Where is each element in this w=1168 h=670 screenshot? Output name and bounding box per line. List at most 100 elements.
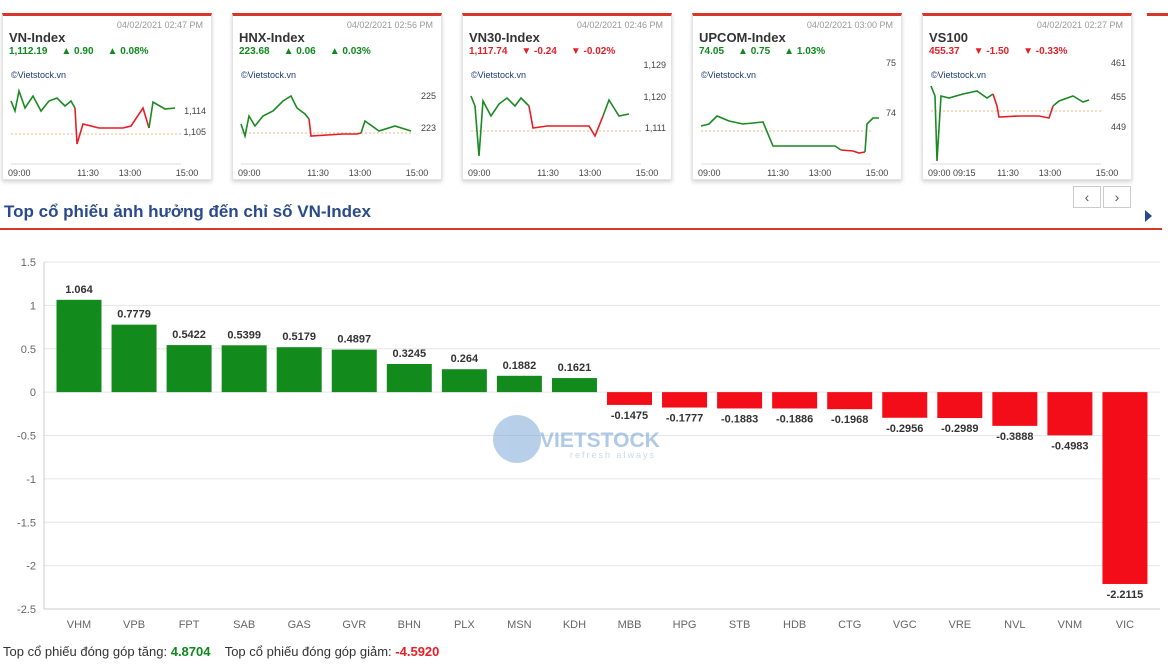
- y-tick-label: -1: [26, 474, 36, 486]
- bar-fpt[interactable]: [166, 345, 212, 393]
- card-timestamp: 04/02/2021 02:56 PM: [346, 20, 433, 30]
- card-change: ▼ -1.50: [973, 46, 1010, 57]
- x-tick-label: PLX: [454, 619, 475, 631]
- x-tick-label: FPT: [179, 619, 200, 631]
- mini-y-tick: 75: [886, 58, 896, 68]
- bar-vgc[interactable]: [882, 392, 928, 418]
- bar-plx[interactable]: [441, 369, 487, 393]
- mini-y-tick: 74: [886, 108, 896, 118]
- mini-x-tick: 13:00: [1039, 168, 1062, 178]
- x-tick-label: STB: [729, 619, 750, 631]
- price-line-down: [528, 105, 604, 138]
- data-label: -2.2115: [1107, 589, 1144, 601]
- y-tick-label: 0.5: [21, 344, 36, 356]
- logo-globe-icon: [493, 415, 541, 463]
- price-line-up: [1052, 95, 1090, 107]
- bar-vnm[interactable]: [1047, 392, 1093, 436]
- price-line-up: [240, 94, 310, 140]
- y-tick-label: -1.5: [17, 517, 36, 529]
- bar-gas[interactable]: [276, 347, 322, 393]
- card-pct: ▲ 0.08%: [107, 46, 149, 57]
- data-label: 0.1882: [503, 360, 537, 372]
- data-label: -0.2956: [886, 423, 923, 435]
- x-tick-label: GAS: [288, 619, 311, 631]
- x-tick-label: VGC: [893, 619, 917, 631]
- x-tick-label: HPG: [673, 619, 697, 631]
- card-value: 223.68: [239, 46, 270, 57]
- x-tick-label: SAB: [233, 619, 255, 631]
- x-tick-label: VIC: [1116, 619, 1134, 631]
- mini-chart-vn30index: 1,129 1,120 1,111 09:00 11:30 13:00 15:00: [468, 60, 666, 178]
- price-line-down: [840, 149, 866, 154]
- bar-vpb[interactable]: [111, 324, 157, 393]
- data-label: 0.5179: [282, 331, 316, 343]
- card-timestamp: 04/02/2021 03:00 PM: [806, 20, 893, 30]
- card-name: VS100: [929, 30, 969, 45]
- bar-sab[interactable]: [221, 345, 267, 393]
- bar-vic[interactable]: [1102, 392, 1148, 584]
- bar-hpg[interactable]: [662, 392, 708, 408]
- card-change: ▲ 0.06: [283, 46, 316, 57]
- mini-y-tick: 449: [1111, 122, 1126, 132]
- x-tick-label: HDB: [783, 619, 806, 631]
- bar-vre[interactable]: [937, 392, 983, 419]
- data-label: 0.1621: [558, 362, 592, 374]
- mini-x-tick: 09:00: [238, 168, 261, 178]
- y-tick-label: 0: [30, 387, 36, 399]
- down-contribution-value: -4.5920: [395, 644, 440, 659]
- mini-y-tick: 1,111: [645, 123, 666, 133]
- expand-arrow-icon[interactable]: [1145, 210, 1152, 222]
- prev-button[interactable]: ‹: [1073, 186, 1101, 208]
- price-line-up: [148, 100, 176, 129]
- down-contribution-label: Top cổ phiếu đóng góp giảm:: [224, 644, 392, 659]
- bar-stb[interactable]: [717, 392, 763, 409]
- data-label: 0.7779: [117, 309, 151, 321]
- bar-ctg[interactable]: [827, 392, 873, 410]
- index-card-vs100[interactable]: 461 455 449 09:00 09:15 11:30 13:00 15:00 04/0…: [922, 13, 1132, 180]
- mini-x-tick: 11:30: [767, 168, 789, 178]
- x-tick-label: VRE: [948, 619, 971, 631]
- index-card-upcomindex[interactable]: 75 74 09:00 11:30 13:00 15:00 04/02/2021 03:0…: [692, 13, 902, 180]
- data-label: -0.1777: [666, 413, 703, 425]
- card-watermark: ©Vietstock.vn: [471, 70, 526, 80]
- x-tick-label: GVR: [342, 619, 366, 631]
- index-card-vnindex[interactable]: 1,114 1,105 09:00 11:30 13:00 15:00 04/02/202…: [2, 13, 212, 180]
- card-pct: ▲ 0.03%: [329, 46, 371, 57]
- bar-kdh[interactable]: [551, 378, 597, 393]
- bar-gvr[interactable]: [331, 349, 377, 393]
- bar-mbb[interactable]: [607, 392, 652, 405]
- x-tick-label: CTG: [838, 619, 861, 631]
- x-tick-label: NVL: [1004, 619, 1025, 631]
- mini-y-tick: 461: [1111, 58, 1126, 68]
- card-watermark: ©Vietstock.vn: [931, 70, 986, 80]
- data-label: -0.1968: [831, 414, 868, 426]
- price-line-down: [74, 106, 150, 145]
- index-card-vn30index[interactable]: 1,129 1,120 1,111 09:00 11:30 13:00 15:00 04/0…: [462, 13, 672, 180]
- bar-vhm[interactable]: [56, 299, 102, 393]
- card-value: 74.05: [699, 46, 725, 57]
- price-line-up: [930, 85, 994, 162]
- mini-x-tick: 09:00 09:15: [928, 168, 976, 178]
- card-pct: ▲ 1.03%: [784, 46, 826, 57]
- mini-chart-vs100: 461 455 449 09:00 09:15 11:30 13:00 15:00: [928, 58, 1126, 178]
- index-card-partial[interactable]: [1147, 13, 1168, 183]
- section-divider: [0, 228, 1162, 230]
- mini-x-tick: 11:30: [77, 168, 99, 178]
- mini-x-tick: 11:30: [537, 168, 559, 178]
- contribution-summary: Top cổ phiếu đóng góp tăng: 4.8704 Top c…: [3, 644, 439, 659]
- mini-chart-upcomindex: 75 74 09:00 11:30 13:00 15:00: [698, 58, 896, 178]
- bar-bhn[interactable]: [386, 363, 432, 393]
- bar-nvl[interactable]: [992, 392, 1038, 426]
- bar-msn[interactable]: [496, 375, 542, 393]
- data-label: 0.4897: [337, 334, 371, 346]
- data-label: 1.064: [65, 284, 93, 296]
- next-button[interactable]: ›: [1103, 186, 1131, 208]
- card-name: UPCOM-Index: [699, 30, 786, 45]
- y-tick-label: 1.5: [21, 257, 36, 269]
- index-card-hnxindex[interactable]: 225 223 09:00 11:30 13:00 15:00 04/02/2021 02…: [232, 13, 442, 180]
- x-tick-label: MSN: [507, 619, 532, 631]
- x-tick-label: KDH: [563, 619, 586, 631]
- mini-x-tick: 09:00: [698, 168, 721, 178]
- bar-hdb[interactable]: [772, 392, 818, 409]
